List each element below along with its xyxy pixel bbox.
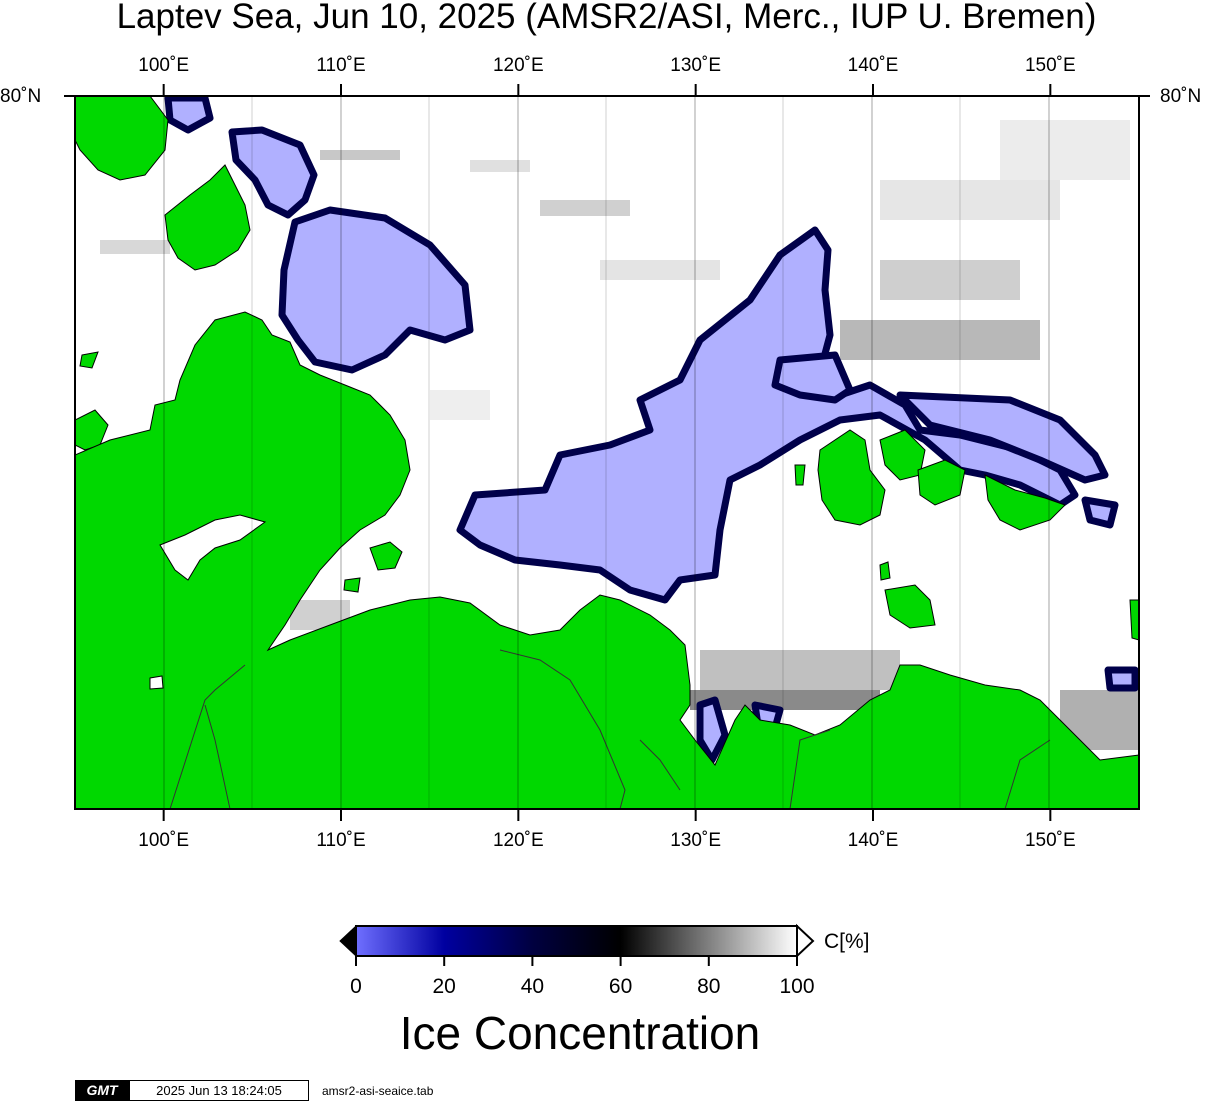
colorbar-unit: C[%] (824, 930, 870, 953)
land-snow (149, 514, 267, 690)
colorbar-tick-label: 0 (350, 975, 362, 998)
colorbar-gradient (355, 925, 798, 957)
lon-label: 110˚E (316, 830, 366, 851)
colorbar-tick-label: 60 (608, 975, 633, 998)
source-file: amsr2-asi-seaice.tab (322, 1084, 434, 1098)
colorbar-tick-label: 20 (432, 975, 456, 998)
lon-label: 150˚E (1024, 830, 1076, 851)
lon-label: 110˚E (316, 55, 366, 76)
lon-label: 140˚E (847, 830, 899, 851)
timestamp: 2025 Jun 13 18:24:05 (129, 1080, 309, 1101)
lon-label: 130˚E (670, 830, 721, 851)
colorbar (339, 923, 815, 966)
colorbar-low-triangle (339, 924, 357, 958)
meridians (163, 96, 1050, 809)
lon-label: 130˚E (670, 55, 721, 76)
lon-label: 140˚E (847, 55, 899, 76)
lat-label-left: 80˚N (0, 86, 42, 107)
lat-label-right: 80˚N (1160, 86, 1202, 107)
colorbar-tick-marks (355, 956, 798, 966)
map-title: Laptev Sea, Jun 10, 2025 (AMSR2/ASI, Mer… (116, 0, 1097, 36)
lon-label: 150˚E (1024, 55, 1076, 76)
map-frame (74, 95, 1140, 810)
map-area (75, 96, 1139, 809)
lon-label: 100˚E (138, 830, 189, 851)
lon-label: 120˚E (492, 55, 544, 76)
low-ice-regions (164, 96, 1139, 764)
colorbar-title: Ice Concentration (399, 1007, 761, 1059)
lon-label: 100˚E (138, 55, 189, 76)
lon-tick-marks (162, 84, 1052, 821)
boundaries (169, 649, 1051, 809)
colorbar-tick-label: 40 (520, 975, 545, 998)
ice-speckle (100, 120, 1139, 750)
colorbar-tick-label: 100 (779, 975, 815, 998)
gmt-logo: GMT (75, 1080, 129, 1101)
colorbar-tick-label: 80 (697, 975, 721, 998)
lon-label: 120˚E (492, 830, 544, 851)
colorbar-high-triangle (796, 923, 815, 959)
